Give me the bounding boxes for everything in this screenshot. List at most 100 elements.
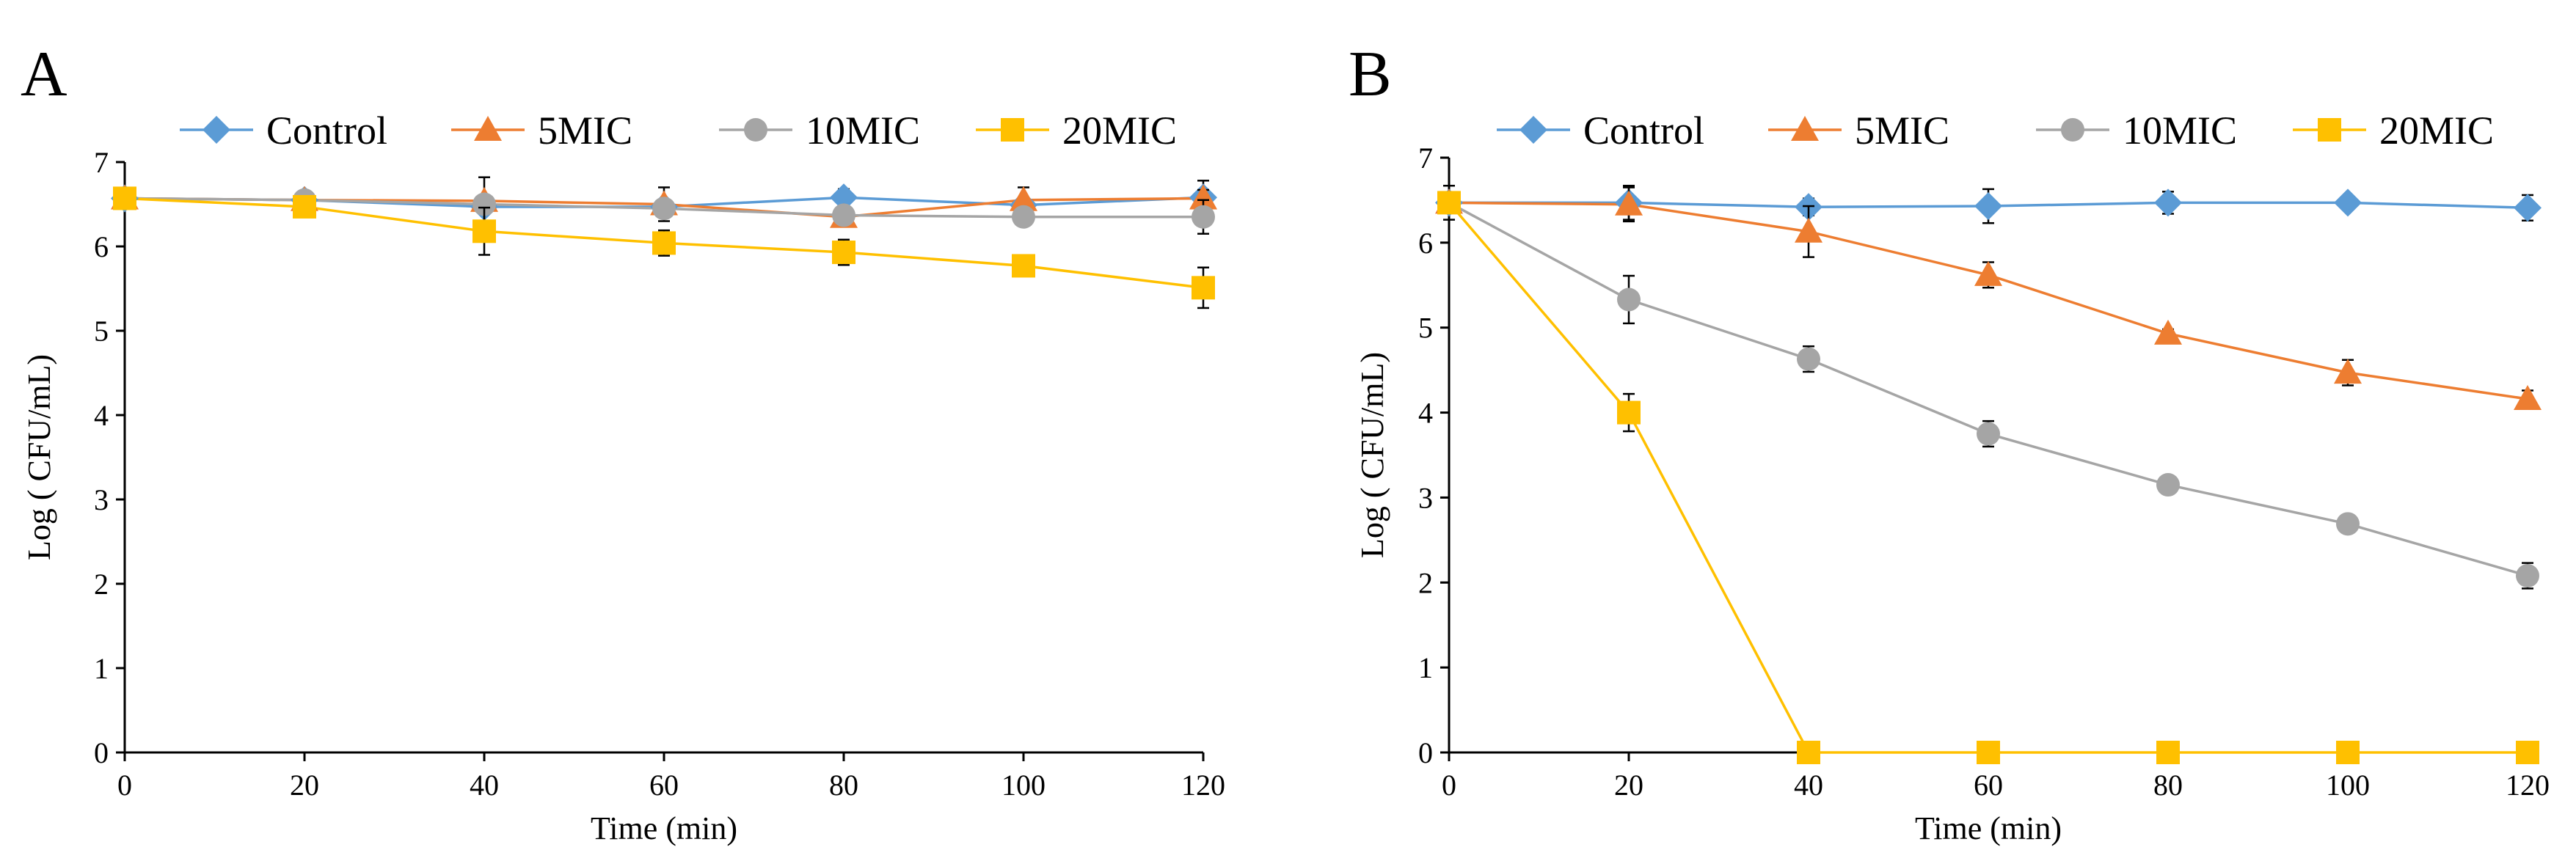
y-tick-label: 0 xyxy=(1418,736,1433,769)
legend-marker-circle xyxy=(2061,118,2084,142)
data-point xyxy=(113,186,136,210)
x-tick-label: 60 xyxy=(1974,769,2003,802)
x-tick-label: 40 xyxy=(1794,769,1823,802)
data-point xyxy=(1437,191,1461,215)
data-point xyxy=(293,194,316,219)
x-tick-label: 120 xyxy=(1181,769,1225,802)
x-tick-label: 0 xyxy=(117,769,132,802)
legend-marker-diamond xyxy=(202,116,230,144)
series-10mic xyxy=(1437,191,2539,590)
y-tick-label: 1 xyxy=(1418,651,1433,684)
y-tick-label: 7 xyxy=(94,146,109,179)
legend-label: 10MIC xyxy=(806,109,920,153)
y-axis-title: Log ( CFU/mL) xyxy=(1354,352,1390,558)
y-tick-label: 0 xyxy=(94,736,109,769)
data-point xyxy=(2336,741,2360,764)
data-point xyxy=(472,192,496,216)
data-point xyxy=(1974,260,2002,286)
x-tick-label: 20 xyxy=(290,769,319,802)
data-point xyxy=(2514,194,2542,222)
legend-marker-circle xyxy=(744,118,767,142)
data-point xyxy=(832,241,855,265)
legend: Control 5MIC 10MIC 20MIC xyxy=(1497,109,2494,153)
y-tick-label: 1 xyxy=(94,652,109,685)
data-point xyxy=(1617,287,1641,312)
x-tick-label: 0 xyxy=(1442,769,1456,802)
y-tick-label: 3 xyxy=(94,483,109,516)
legend-label: 20MIC xyxy=(2379,109,2494,153)
data-point xyxy=(1010,186,1037,211)
panel-letter: B xyxy=(1349,39,1392,110)
y-tick-label: 4 xyxy=(94,399,109,432)
data-point xyxy=(1977,422,2000,446)
legend-marker-diamond xyxy=(1519,116,1547,144)
legend-marker-square xyxy=(1001,118,1024,142)
data-point xyxy=(1615,190,1643,216)
data-point xyxy=(1012,254,1035,278)
data-point xyxy=(472,219,496,243)
data-point xyxy=(1977,741,2000,764)
legend-marker-square xyxy=(2318,118,2341,142)
data-point xyxy=(652,197,676,221)
y-tick-label: 7 xyxy=(1418,142,1433,175)
y-tick-label: 2 xyxy=(1418,566,1433,599)
data-point xyxy=(1795,217,1822,243)
series-line-10mic xyxy=(1448,201,2528,577)
chart-panel-a: A 0 1 2 3 4 5 6 7 0 20 40 60 80 100 120 Time (min) Log ( … xyxy=(21,39,1225,846)
legend: Control 5MIC 10MIC 20MIC xyxy=(180,109,1177,153)
x-axis-title: Time (min) xyxy=(1915,810,2062,846)
legend-label: 10MIC xyxy=(2123,109,2237,153)
y-tick-label: 2 xyxy=(94,568,109,601)
data-point xyxy=(2156,473,2180,497)
x-tick-label: 80 xyxy=(829,769,858,802)
data-point xyxy=(2516,564,2539,588)
legend-label: Control xyxy=(266,109,387,153)
data-point xyxy=(1797,347,1820,371)
chart-panel-b: B 0 1 2 3 4 5 6 7 0 20 40 60 80 100 120 Time (min) Log ( … xyxy=(1349,39,2550,846)
data-point xyxy=(832,203,855,227)
panel-letter: A xyxy=(21,39,67,110)
legend-label: Control xyxy=(1583,109,1704,153)
series-20mic xyxy=(1437,191,2539,764)
x-tick-label: 120 xyxy=(2506,769,2550,802)
legend-label: 5MIC xyxy=(538,109,632,153)
x-tick-label: 100 xyxy=(2326,769,2370,802)
data-point xyxy=(2516,741,2539,764)
data-point xyxy=(2334,188,2362,217)
x-tick-label: 20 xyxy=(1614,769,1643,802)
x-tick-label: 60 xyxy=(649,769,679,802)
legend-label: 5MIC xyxy=(1855,109,1949,153)
data-point xyxy=(2154,188,2182,217)
data-point xyxy=(2154,319,2182,345)
y-tick-label: 6 xyxy=(94,230,109,263)
x-axis-title: Time (min) xyxy=(591,810,737,846)
y-tick-label: 6 xyxy=(1418,227,1433,260)
legend-marker-triangle xyxy=(1791,116,1819,141)
y-tick-label: 3 xyxy=(1418,481,1433,514)
data-point xyxy=(1797,741,1820,764)
data-point xyxy=(2334,359,2362,384)
x-tick-label: 100 xyxy=(1001,769,1046,802)
data-point xyxy=(652,231,676,255)
data-point xyxy=(1192,276,1215,300)
y-tick-label: 5 xyxy=(1418,312,1433,345)
series-20mic xyxy=(113,186,1215,309)
data-point xyxy=(1012,205,1035,229)
x-tick-label: 80 xyxy=(2153,769,2183,802)
data-point xyxy=(830,183,858,212)
y-axis-title: Log ( CFU/mL) xyxy=(21,354,57,560)
data-point xyxy=(1617,400,1641,425)
x-tick-label: 40 xyxy=(470,769,499,802)
legend-label: 20MIC xyxy=(1062,109,1177,153)
legend-marker-triangle xyxy=(474,116,502,141)
data-point xyxy=(2156,741,2180,764)
data-point xyxy=(1974,192,2002,221)
series-line-5mic xyxy=(1448,201,2528,400)
data-point xyxy=(1189,184,1217,210)
y-tick-label: 4 xyxy=(1418,397,1433,430)
data-point xyxy=(2514,385,2542,411)
data-point xyxy=(2336,512,2360,536)
data-point xyxy=(1192,205,1215,229)
y-tick-label: 5 xyxy=(94,315,109,348)
